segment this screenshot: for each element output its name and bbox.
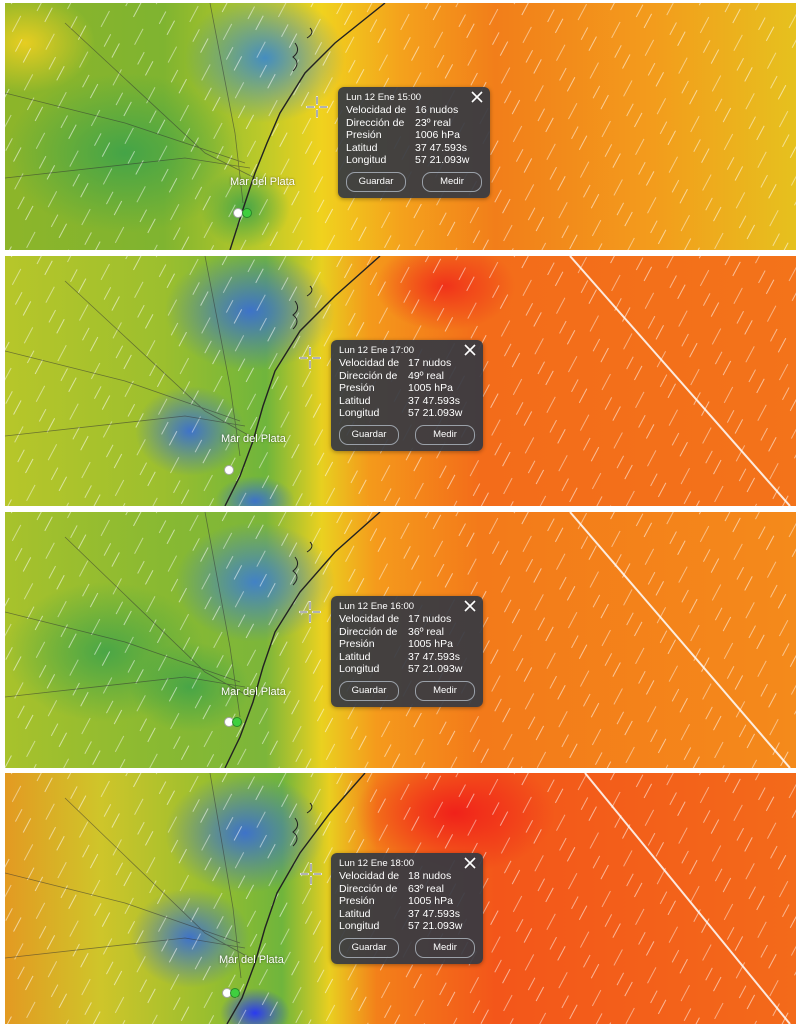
popup-row-pressure: Presión 1005 hPa <box>339 382 453 394</box>
measure-button[interactable]: Medir <box>415 680 475 701</box>
popup-row-direction: Dirección de 36º real <box>339 625 444 638</box>
save-button[interactable]: Guardar <box>346 171 406 192</box>
popup-title: Lun 12 Ene 17:00 <box>339 345 415 356</box>
popup-row-speed: Velocidad de 17 nudos <box>339 613 452 625</box>
city-label-mar-del-plata: Mar del Plata <box>230 176 295 188</box>
city-label-mar-del-plata: Mar del Plata <box>221 686 286 698</box>
map-panel-1700[interactable]: Mar del Plata Lun 12 Ene 17:00 Velocidad… <box>5 256 796 506</box>
measure-button[interactable]: Medir <box>415 937 475 958</box>
popup-row-longitude: Longitud 57 21.093w <box>339 920 463 932</box>
popup-row-pressure: Presión 1005 hPa <box>339 638 453 650</box>
popup-title: Lun 12 Ene 15:00 <box>346 92 422 103</box>
popup-row-direction: Dirección de 49º real <box>339 369 444 382</box>
close-icon[interactable] <box>463 343 477 357</box>
popup-row-longitude: Longitud 57 21.093w <box>339 663 463 675</box>
popup-row-pressure: Presión 1006 hPa <box>346 129 460 141</box>
popup-title: Lun 12 Ene 16:00 <box>339 601 415 612</box>
info-popup: Lun 12 Ene 18:00 Velocidad de 18 nudos Di… <box>331 853 483 964</box>
popup-row-speed: Velocidad de 17 nudos <box>339 357 452 369</box>
popup-row-latitude: Latitud 37 47.593s <box>339 394 460 407</box>
popup-row-longitude: Longitud 57 21.093w <box>339 407 463 419</box>
crosshair-icon[interactable] <box>306 96 328 118</box>
info-popup: Lun 12 Ene 17:00 Velocidad de 17 nudos Di… <box>331 340 483 451</box>
location-marker-icon[interactable] <box>242 208 252 218</box>
wind-map[interactable] <box>5 512 796 768</box>
location-marker-icon[interactable] <box>224 465 234 475</box>
location-marker-icon[interactable] <box>232 717 242 727</box>
city-label-mar-del-plata: Mar del Plata <box>219 954 284 966</box>
map-panel-1500[interactable]: Mar del Plata Lun 12 Ene 15:00 Velocidad… <box>5 3 796 250</box>
measure-button[interactable]: Medir <box>422 171 482 192</box>
measure-button[interactable]: Medir <box>415 424 475 445</box>
map-panel-1800[interactable]: Mar del Plata Lun 12 Ene 18:00 Velocidad… <box>5 773 796 1024</box>
city-label-mar-del-plata: Mar del Plata <box>221 433 286 445</box>
popup-row-pressure: Presión 1005 hPa <box>339 895 453 907</box>
popup-title: Lun 12 Ene 18:00 <box>339 858 415 869</box>
save-button[interactable]: Guardar <box>339 424 399 445</box>
popup-row-longitude: Longitud 57 21.093w <box>346 154 470 166</box>
close-icon[interactable] <box>463 599 477 613</box>
crosshair-icon[interactable] <box>300 863 322 885</box>
popup-row-direction: Dirección de 63º real <box>339 882 444 895</box>
popup-row-speed: Velocidad de 16 nudos <box>346 104 459 116</box>
map-panel-1600[interactable]: Mar del Plata Lun 12 Ene 16:00 Velocidad… <box>5 512 796 768</box>
popup-row-direction: Dirección de 23º real <box>346 116 451 129</box>
close-icon[interactable] <box>463 856 477 870</box>
save-button[interactable]: Guardar <box>339 680 399 701</box>
location-marker-icon[interactable] <box>230 988 240 998</box>
info-popup: Lun 12 Ene 16:00 Velocidad de 17 nudos Di… <box>331 596 483 707</box>
popup-row-latitude: Latitud 37 47.593s <box>339 907 460 920</box>
info-popup: Lun 12 Ene 15:00 Velocidad de 16 nudos Di… <box>338 87 490 198</box>
crosshair-icon[interactable] <box>299 601 321 623</box>
save-button[interactable]: Guardar <box>339 937 399 958</box>
close-icon[interactable] <box>470 90 484 104</box>
crosshair-icon[interactable] <box>299 347 321 369</box>
popup-row-latitude: Latitud 37 47.593s <box>346 141 467 154</box>
popup-row-latitude: Latitud 37 47.593s <box>339 650 460 663</box>
popup-row-speed: Velocidad de 18 nudos <box>339 870 452 882</box>
